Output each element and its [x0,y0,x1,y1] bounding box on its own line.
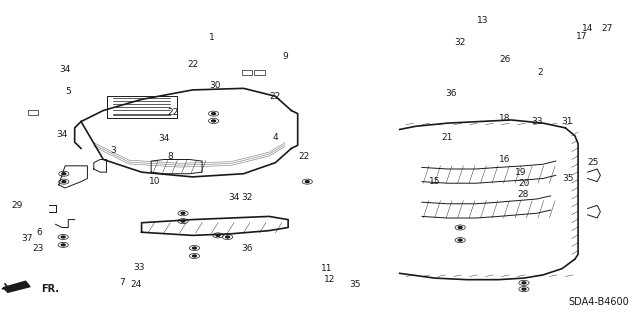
Text: 27: 27 [601,24,612,33]
Text: 25: 25 [587,158,598,167]
Text: 34: 34 [158,134,170,144]
Text: FR.: FR. [41,284,59,294]
Text: 34: 34 [56,130,68,139]
Text: 31: 31 [561,117,572,126]
Text: 26: 26 [499,56,511,64]
Circle shape [61,244,65,246]
Text: 1: 1 [209,33,214,42]
Circle shape [181,212,185,214]
Circle shape [305,181,309,182]
Text: 34: 34 [228,193,239,202]
Text: 35: 35 [563,174,574,183]
Circle shape [193,255,196,257]
Text: 36: 36 [445,89,457,98]
Text: 37: 37 [21,234,33,243]
Text: 17: 17 [575,32,587,41]
Text: 12: 12 [324,275,335,284]
Circle shape [62,173,66,175]
Circle shape [181,220,185,222]
Text: 28: 28 [517,190,529,199]
Circle shape [458,239,462,241]
Polygon shape [3,281,30,292]
Text: 21: 21 [442,133,453,142]
Text: 8: 8 [168,152,173,161]
Circle shape [226,236,230,238]
Circle shape [216,234,220,236]
Circle shape [522,288,526,290]
Text: 32: 32 [241,193,252,202]
Text: 11: 11 [321,264,332,273]
Circle shape [61,236,65,238]
Text: 18: 18 [499,114,511,123]
Text: 30: 30 [209,81,221,90]
Bar [242,70,252,75]
Text: 5: 5 [65,87,71,96]
Text: 7: 7 [120,278,125,287]
Text: 24: 24 [131,280,142,289]
Text: 6: 6 [36,228,42,237]
Circle shape [522,282,526,284]
Circle shape [458,226,462,228]
Text: 22: 22 [270,92,281,101]
Text: 22: 22 [187,60,198,69]
Text: 3: 3 [110,145,116,154]
Text: 29: 29 [12,201,23,210]
Text: 23: 23 [33,243,44,253]
Circle shape [62,181,66,182]
Bar [254,70,264,75]
Text: 14: 14 [582,24,593,33]
Text: 16: 16 [499,155,511,164]
Text: 33: 33 [531,117,543,126]
Text: 13: 13 [477,16,488,25]
Text: 33: 33 [133,263,145,271]
Text: 32: 32 [454,38,466,47]
Text: 34: 34 [60,65,71,74]
Text: 20: 20 [518,179,529,188]
Text: 22: 22 [298,152,310,161]
Circle shape [212,120,216,122]
Text: 19: 19 [515,168,527,177]
Text: 4: 4 [273,133,278,142]
Circle shape [193,247,196,249]
Text: 10: 10 [148,177,160,186]
Text: SDA4-B4600: SDA4-B4600 [568,297,629,307]
Text: 22: 22 [168,108,179,116]
Circle shape [212,113,216,115]
Text: 35: 35 [349,280,361,289]
Text: 9: 9 [282,52,288,61]
Text: 15: 15 [429,177,440,186]
Text: 36: 36 [241,243,252,253]
Text: 2: 2 [537,68,543,77]
Bar [28,110,38,115]
